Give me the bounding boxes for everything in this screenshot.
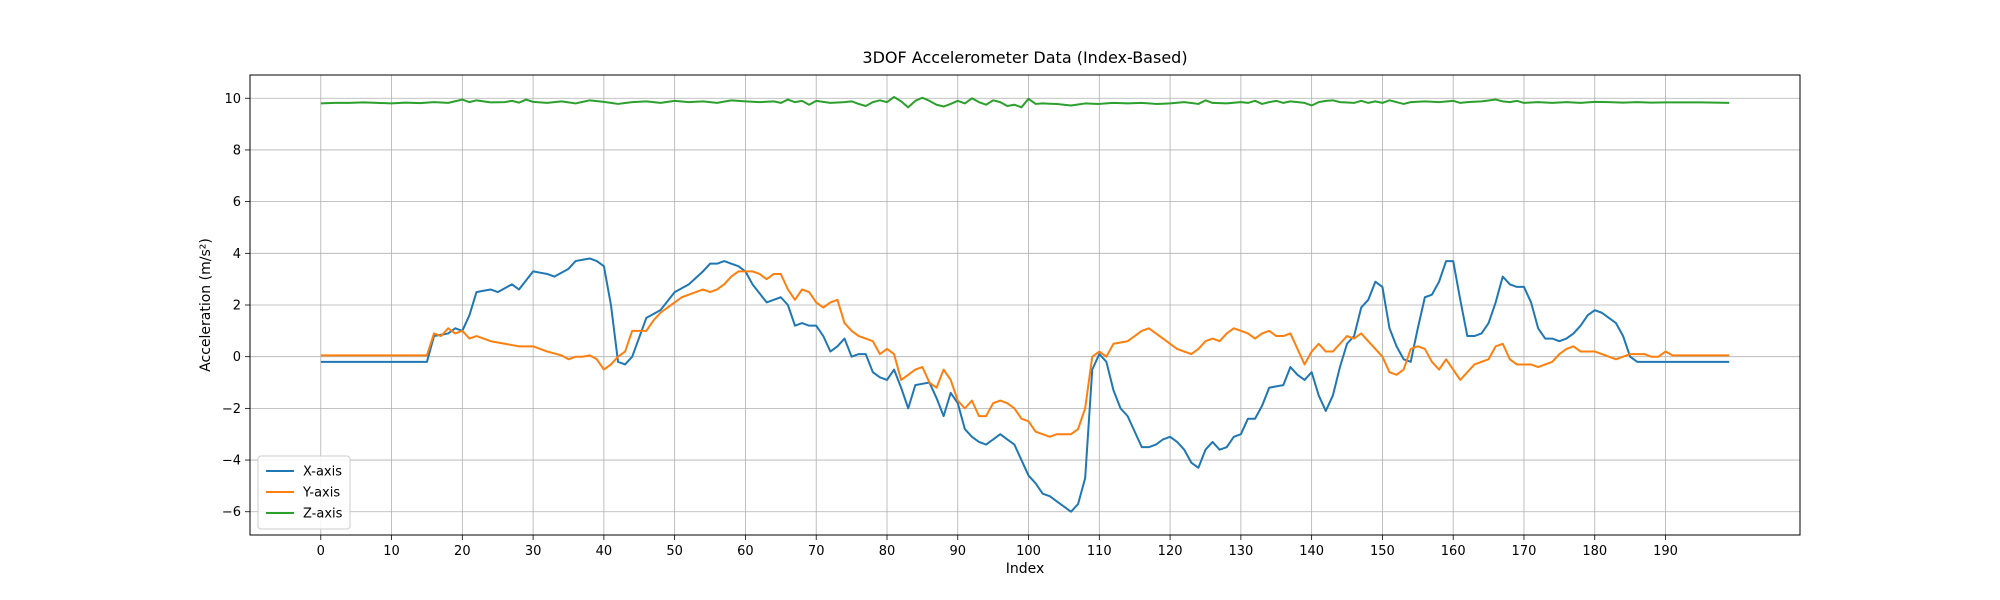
y-axis-label: Acceleration (m/s²) xyxy=(198,238,214,372)
x-axis-ticks: 0 10 20 30 40 50 60 70 80 90 100 110 120 130 140 150 160… xyxy=(317,535,1678,559)
x-tick-label: 0 xyxy=(317,544,325,559)
x-tick-label: 120 xyxy=(1158,544,1183,559)
x-tick-label: 160 xyxy=(1441,544,1466,559)
x-tick-label: 90 xyxy=(949,544,966,559)
x-tick-label: 140 xyxy=(1299,544,1324,559)
y-tick-label: 2 xyxy=(233,299,241,314)
x-tick-label: 40 xyxy=(596,544,613,559)
legend: X-axis Y-axis Z-axis xyxy=(257,455,351,530)
x-axis-label: Index xyxy=(1006,561,1045,577)
legend-label: Y-axis xyxy=(302,486,340,501)
x-tick-label: 50 xyxy=(666,544,683,559)
x-tick-label: 180 xyxy=(1582,544,1607,559)
legend-box xyxy=(257,455,351,530)
x-tick-label: 20 xyxy=(454,544,471,559)
series-line-x-axis xyxy=(320,257,1730,513)
grid xyxy=(250,75,1800,535)
y-axis-ticks: −6 −4 −2 0 2 4 6 8 10 xyxy=(222,92,250,520)
series-line-y-axis xyxy=(320,270,1730,438)
x-tick-label: 150 xyxy=(1370,544,1395,559)
x-tick-label: 30 xyxy=(525,544,542,559)
y-tick-label: 6 xyxy=(233,195,241,210)
y-tick-label: −6 xyxy=(222,505,241,520)
y-tick-label: 0 xyxy=(233,350,241,365)
x-tick-label: 60 xyxy=(737,544,754,559)
x-tick-label: 10 xyxy=(383,544,400,559)
x-tick-label: 80 xyxy=(879,544,896,559)
x-tick-label: 190 xyxy=(1653,544,1678,559)
x-tick-label: 70 xyxy=(808,544,825,559)
y-tick-label: 8 xyxy=(233,143,241,158)
x-tick-label: 170 xyxy=(1512,544,1537,559)
x-tick-label: 110 xyxy=(1087,544,1112,559)
x-tick-label: 100 xyxy=(1016,544,1041,559)
y-tick-label: 4 xyxy=(233,247,241,262)
chart-title: 3DOF Accelerometer Data (Index-Based) xyxy=(862,48,1187,67)
series-line-z-axis xyxy=(320,95,1730,109)
legend-label: X-axis xyxy=(303,465,342,480)
y-tick-label: −2 xyxy=(222,402,241,417)
legend-label: Z-axis xyxy=(303,507,343,522)
y-tick-label: 10 xyxy=(224,92,241,107)
series-lines xyxy=(320,95,1730,513)
y-tick-label: −4 xyxy=(222,454,241,469)
x-tick-label: 130 xyxy=(1228,544,1253,559)
